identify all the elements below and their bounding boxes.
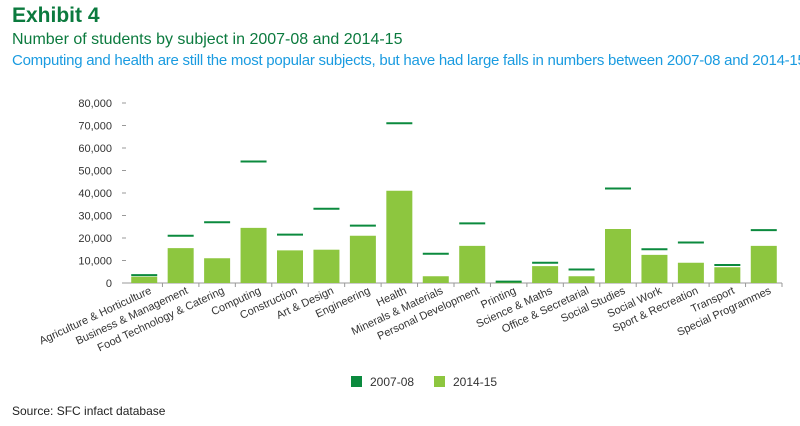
y-tick-label: 0 <box>106 278 112 290</box>
exhibit-label: Exhibit 4 <box>12 4 100 27</box>
legend-swatch-2007-08 <box>351 376 362 387</box>
bar-2014-15 <box>240 227 267 283</box>
y-tick-label: 10,000 <box>78 256 112 268</box>
bar-2014-15 <box>204 258 231 283</box>
y-tick-label: 20,000 <box>78 233 112 245</box>
y-tick-label: 70,000 <box>78 121 112 133</box>
y-tick-label: 50,000 <box>78 166 112 178</box>
bar-2014-15 <box>386 190 413 283</box>
bar-2014-15 <box>167 248 194 283</box>
bar-2014-15 <box>714 267 741 283</box>
source-note: Source: SFC infact database <box>12 404 166 418</box>
chart-title: Number of students by subject in 2007-08… <box>12 31 403 48</box>
bar-2014-15 <box>459 245 486 283</box>
chart-subtitle: Computing and health are still the most … <box>12 52 800 69</box>
y-tick-label: 30,000 <box>78 211 112 223</box>
bar-2014-15 <box>495 282 522 284</box>
bar-2014-15 <box>313 249 340 283</box>
legend-label-2007-08: 2007-08 <box>370 375 414 389</box>
y-tick-label: 40,000 <box>78 188 112 200</box>
bar-2014-15 <box>131 276 158 283</box>
bar-2014-15 <box>349 235 376 283</box>
bar-2014-15 <box>277 250 303 283</box>
legend-label-2014-15: 2014-15 <box>453 375 497 389</box>
bar-2014-15 <box>422 276 449 283</box>
bar-2014-15 <box>532 266 559 283</box>
bar-2014-15 <box>641 254 668 283</box>
legend-swatch-2014-15 <box>434 376 445 387</box>
bar-2014-15 <box>568 276 595 283</box>
y-tick-label: 80,000 <box>78 98 112 110</box>
bar-2014-15 <box>750 245 777 283</box>
bar-2014-15 <box>605 229 631 283</box>
bar-2014-15 <box>677 262 704 283</box>
y-tick-label: 60,000 <box>78 143 112 155</box>
